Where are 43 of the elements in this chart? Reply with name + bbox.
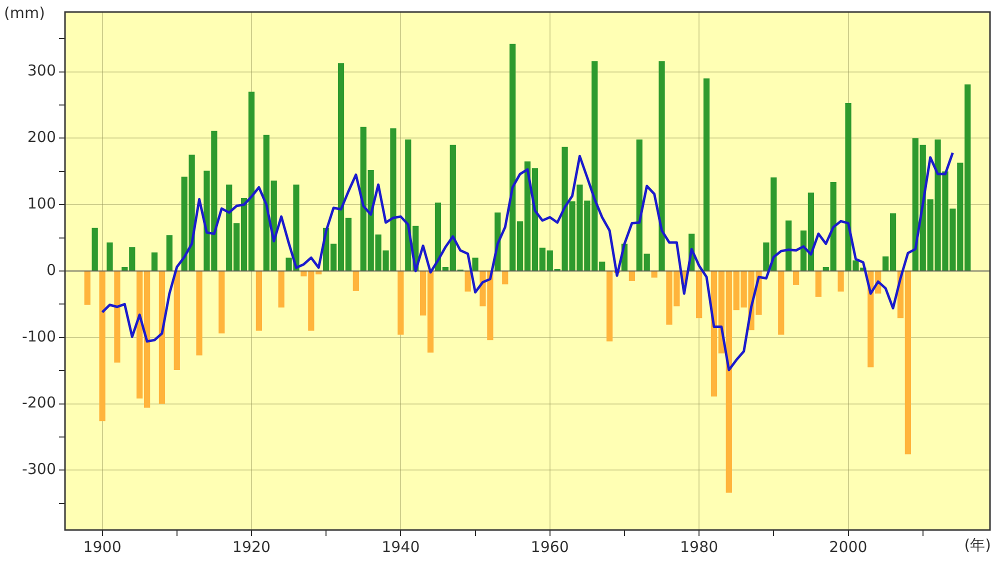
bar [166,235,172,270]
bar [218,272,225,334]
y-tick-label: -200 [22,394,56,412]
y-tick-label: -100 [22,327,56,346]
bar [651,272,658,278]
bar [815,272,822,297]
y-tick-label: 300 [27,62,56,80]
bar [158,272,166,404]
bar [464,272,471,292]
bar [114,272,120,363]
bar [106,242,113,270]
bar [99,272,106,422]
x-tick-label: 1980 [680,538,718,556]
bar [792,272,800,285]
bar [256,272,262,331]
y-tick-label: 0 [46,260,56,279]
y-axis-title: (mm) [4,4,45,22]
bar [703,78,710,270]
bar [278,272,284,308]
bar [778,272,784,335]
bar [174,272,180,370]
bar [352,272,359,291]
y-tick-label: 100 [27,194,56,212]
x-axis-title: (年) [964,536,991,555]
bar [398,272,404,335]
bar [838,272,844,292]
bar [151,252,158,270]
bar [786,220,792,270]
y-tick-label: -300 [22,460,56,478]
bar [472,258,478,270]
bar [658,61,665,270]
bar [84,272,90,305]
bar [696,272,702,318]
x-tick-label: 1940 [382,538,420,556]
x-tick-label: 2000 [829,538,868,556]
x-tick-label: 1900 [83,538,122,556]
x-tick-label: 1920 [232,538,271,556]
x-tick-label: 1960 [530,538,569,556]
bar [628,272,635,281]
bar [502,272,508,284]
bar [92,228,98,270]
y-tick-label: 200 [27,128,56,146]
bar [196,272,202,356]
